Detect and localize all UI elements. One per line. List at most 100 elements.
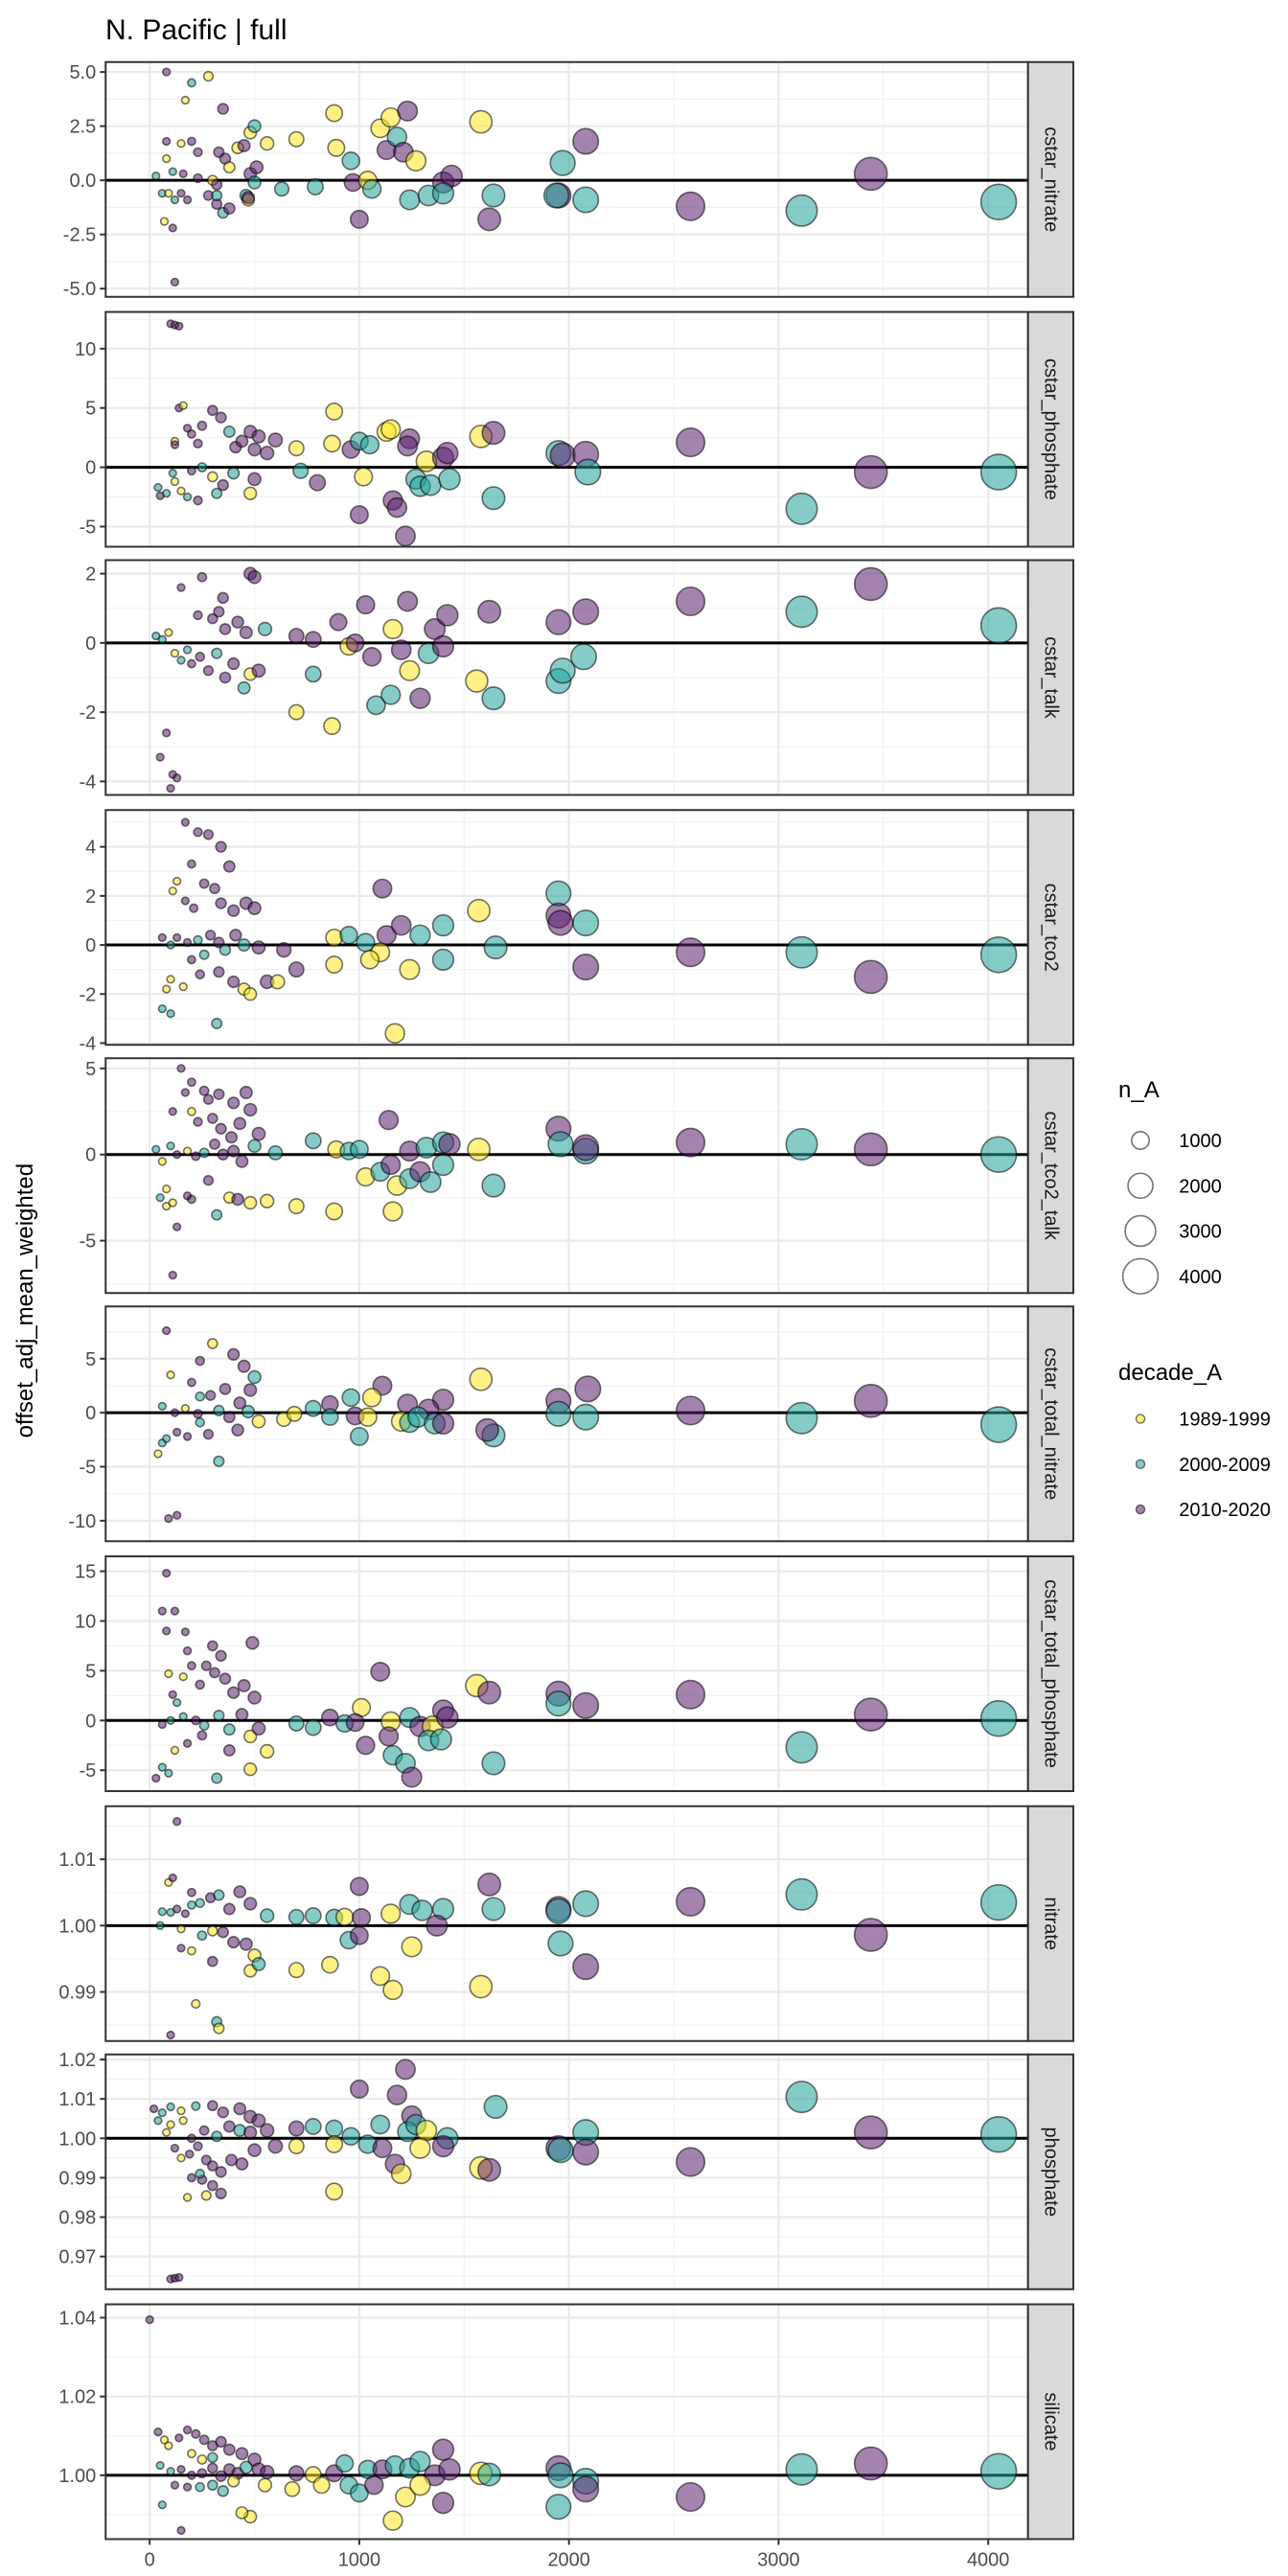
data-point xyxy=(172,1817,182,1827)
data-point xyxy=(251,2113,266,2128)
data-point xyxy=(176,1924,186,1934)
data-point xyxy=(215,411,227,424)
data-point xyxy=(162,489,172,498)
data-point xyxy=(187,78,196,88)
data-point xyxy=(288,1962,305,1979)
data-point xyxy=(233,1396,247,1410)
data-point xyxy=(174,2272,184,2283)
data-point xyxy=(247,472,262,487)
data-point xyxy=(213,1404,225,1416)
data-point xyxy=(206,1113,218,1124)
facet-strip-label: cstar_talk xyxy=(1040,636,1061,720)
data-point xyxy=(170,1745,180,1756)
data-point xyxy=(187,2449,196,2459)
data-point xyxy=(251,1957,266,1971)
data-point xyxy=(411,1899,433,1921)
data-point xyxy=(164,1668,173,1679)
data-point xyxy=(193,172,203,184)
data-point xyxy=(243,2125,258,2140)
panel-background xyxy=(105,1058,1028,1294)
facet-strip xyxy=(1026,809,1074,1046)
data-point xyxy=(224,1131,239,1144)
y-tick-label: 1.04 xyxy=(58,2308,96,2329)
data-point xyxy=(202,71,215,82)
facet-strip-label: cstar_total_phosphate xyxy=(1040,1579,1061,1768)
data-point xyxy=(215,897,227,909)
data-point xyxy=(853,1383,888,1418)
data-point xyxy=(288,1908,305,1925)
data-point xyxy=(182,2425,193,2435)
data-point xyxy=(325,2119,344,2138)
data-point xyxy=(187,658,196,669)
data-point xyxy=(162,728,172,738)
data-point xyxy=(979,1136,1018,1174)
data-point xyxy=(320,1955,339,1974)
data-point xyxy=(465,669,489,693)
data-point xyxy=(211,487,223,499)
data-point xyxy=(209,883,220,895)
data-point xyxy=(211,189,223,201)
data-point xyxy=(168,1198,177,1208)
data-point xyxy=(166,2120,175,2129)
data-point xyxy=(243,1761,258,1777)
data-point xyxy=(547,1131,574,1158)
y-axis-title: offset_adj_mean_weighted xyxy=(12,1163,38,1438)
data-point xyxy=(153,482,163,493)
data-point xyxy=(206,404,218,417)
data-point xyxy=(785,1731,818,1764)
data-point xyxy=(469,1367,494,1392)
data-point xyxy=(211,178,223,191)
y-tick-label: 5 xyxy=(85,1661,96,1682)
data-point xyxy=(349,1925,369,1945)
data-point xyxy=(195,2481,205,2493)
data-point xyxy=(572,1953,600,1981)
data-point xyxy=(191,1998,201,2010)
data-point xyxy=(213,606,225,618)
data-point xyxy=(390,2163,412,2185)
data-point xyxy=(153,2427,163,2437)
data-point xyxy=(247,569,262,585)
data-point xyxy=(195,1416,205,1428)
data-points xyxy=(145,2314,1018,2536)
data-point xyxy=(481,486,506,511)
data-points xyxy=(151,566,1018,794)
data-point xyxy=(162,1184,172,1194)
data-point xyxy=(187,2470,196,2480)
data-point xyxy=(785,1401,818,1435)
data-points xyxy=(151,67,1018,288)
data-point xyxy=(159,217,170,226)
data-point xyxy=(180,1627,191,1637)
data-point xyxy=(431,948,455,972)
data-point xyxy=(431,913,455,937)
y-tick-label: -2 xyxy=(79,702,96,724)
data-point xyxy=(481,1173,506,1198)
data-point xyxy=(292,462,310,479)
data-point xyxy=(180,95,191,105)
data-point xyxy=(170,2480,180,2490)
data-point xyxy=(217,1926,229,1939)
data-point xyxy=(202,1093,215,1105)
data-point xyxy=(155,2460,165,2471)
data-point xyxy=(386,496,408,518)
data-points xyxy=(151,1064,1018,1280)
data-point xyxy=(572,1691,600,1719)
data-point xyxy=(370,1661,391,1682)
data-point xyxy=(193,2141,203,2151)
data-point xyxy=(193,827,203,838)
data-point xyxy=(164,1768,173,1778)
data-point xyxy=(174,2433,184,2443)
y-tick-label: 10 xyxy=(75,1611,96,1632)
y-tick-label: -4 xyxy=(79,1033,96,1054)
color-legend-label: 1989-1999 xyxy=(1179,1410,1271,1431)
data-point xyxy=(237,680,251,695)
facet-panel-cstar_tco2: 4 2 0 -2 -4 cstar_tco2 xyxy=(79,809,1074,1054)
data-point xyxy=(213,1455,225,1467)
data-point xyxy=(395,2058,417,2081)
data-point xyxy=(243,1897,258,1911)
data-point xyxy=(198,2125,210,2136)
x-tick-label: 4000 xyxy=(967,2550,1010,2571)
data-point xyxy=(209,1138,220,1150)
y-tick-label: 4 xyxy=(85,838,96,859)
data-point xyxy=(168,1107,177,1116)
data-point xyxy=(372,2138,393,2159)
